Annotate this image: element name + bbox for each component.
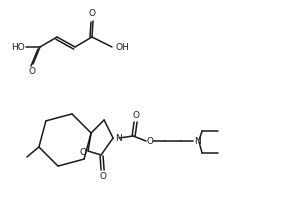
Text: O: O: [80, 147, 87, 156]
Text: N: N: [115, 133, 121, 143]
Text: O: O: [89, 10, 95, 19]
Text: HO: HO: [11, 42, 25, 51]
Text: N: N: [194, 137, 200, 145]
Text: O: O: [29, 67, 35, 76]
Text: OH: OH: [115, 42, 129, 51]
Text: O: O: [100, 171, 107, 181]
Text: O: O: [147, 137, 154, 145]
Text: O: O: [132, 110, 140, 120]
